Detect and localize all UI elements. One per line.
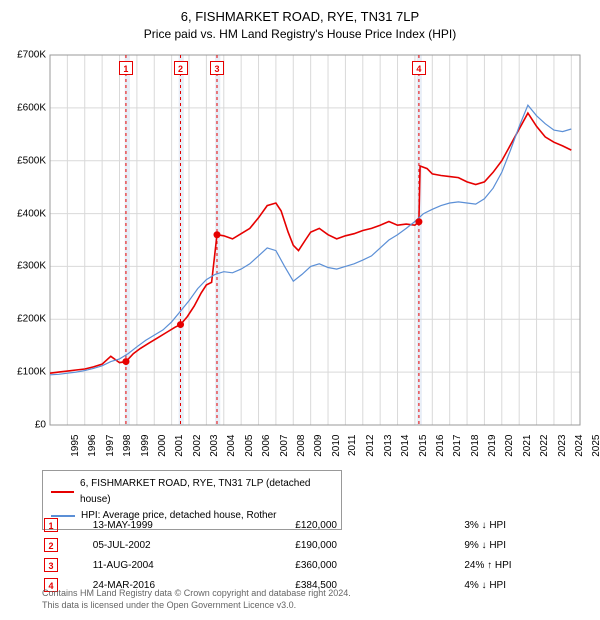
x-tick-label: 2008 bbox=[296, 435, 307, 457]
y-tick-label: £100K bbox=[17, 367, 46, 378]
x-tick-label: 2004 bbox=[226, 435, 237, 457]
x-tick-label: 2025 bbox=[591, 435, 600, 457]
x-tick-label: 2019 bbox=[487, 435, 498, 457]
sale-date: 13-MAY-1999 bbox=[93, 516, 293, 534]
sale-marker-3: 3 bbox=[210, 61, 224, 75]
x-tick-label: 2010 bbox=[330, 435, 341, 457]
chart-svg bbox=[50, 55, 580, 425]
x-tick-label: 2024 bbox=[574, 435, 585, 457]
x-tick-label: 2022 bbox=[539, 435, 550, 457]
sale-price: £120,000 bbox=[295, 516, 462, 534]
footer-line-1: Contains HM Land Registry data © Crown c… bbox=[42, 588, 351, 600]
x-tick-label: 2012 bbox=[365, 435, 376, 457]
x-tick-label: 2011 bbox=[347, 435, 358, 457]
sale-price: £360,000 bbox=[295, 556, 462, 574]
y-axis: £0£100K£200K£300K£400K£500K£600K£700K bbox=[0, 55, 48, 425]
sale-marker-box: 3 bbox=[44, 558, 58, 572]
x-tick-label: 2000 bbox=[157, 435, 168, 457]
footer-line-2: This data is licensed under the Open Gov… bbox=[42, 600, 351, 612]
sale-marker-2: 2 bbox=[174, 61, 188, 75]
sales-row: 3 11-AUG-2004£360,00024% ↑ HPI bbox=[44, 556, 560, 574]
chart-footer: Contains HM Land Registry data © Crown c… bbox=[42, 588, 351, 611]
sale-delta: 9% ↓ HPI bbox=[464, 536, 560, 554]
sale-price: £190,000 bbox=[295, 536, 462, 554]
x-tick-label: 2003 bbox=[209, 435, 220, 457]
x-tick-label: 2021 bbox=[522, 435, 533, 457]
sale-marker-box: 2 bbox=[44, 538, 58, 552]
x-tick-label: 2005 bbox=[244, 435, 255, 457]
x-axis: 1995 1996 1997 1998 1999 2000 2001 2002 2003 2004… bbox=[50, 427, 580, 467]
sales-table: 1 13-MAY-1999£120,0003% ↓ HPI 2 05-JUL-2002… bbox=[42, 514, 562, 596]
sale-date: 05-JUL-2002 bbox=[93, 536, 293, 554]
x-tick-label: 2023 bbox=[556, 435, 567, 457]
sales-row: 2 05-JUL-2002£190,0009% ↓ HPI bbox=[44, 536, 560, 554]
y-tick-label: £400K bbox=[17, 208, 46, 219]
y-tick-label: £300K bbox=[17, 261, 46, 272]
x-tick-label: 2017 bbox=[452, 435, 463, 457]
y-tick-label: £600K bbox=[17, 102, 46, 113]
legend-label: 6, FISHMARKET ROAD, RYE, TN31 7LP (detac… bbox=[80, 476, 333, 508]
x-tick-label: 1995 bbox=[70, 435, 81, 457]
y-tick-label: £0 bbox=[35, 420, 46, 431]
chart-subtitle: Price paid vs. HM Land Registry's House … bbox=[0, 26, 600, 43]
sale-date: 11-AUG-2004 bbox=[93, 556, 293, 574]
y-tick-label: £500K bbox=[17, 155, 46, 166]
chart-title-block: 6, FISHMARKET ROAD, RYE, TN31 7LP Price … bbox=[0, 0, 600, 43]
chart-title: 6, FISHMARKET ROAD, RYE, TN31 7LP bbox=[0, 8, 600, 26]
x-tick-label: 2015 bbox=[417, 435, 428, 457]
x-tick-label: 2009 bbox=[313, 435, 324, 457]
x-tick-label: 1999 bbox=[139, 435, 150, 457]
y-tick-label: £200K bbox=[17, 314, 46, 325]
x-tick-label: 2018 bbox=[469, 435, 480, 457]
chart-plot-area: 1 2 3 4 bbox=[50, 55, 580, 425]
x-tick-label: 2013 bbox=[383, 435, 394, 457]
x-tick-label: 2007 bbox=[278, 435, 289, 457]
sale-delta: 3% ↓ HPI bbox=[464, 516, 560, 534]
sale-marker-1: 1 bbox=[119, 61, 133, 75]
x-tick-label: 2020 bbox=[504, 435, 515, 457]
x-tick-label: 2016 bbox=[435, 435, 446, 457]
sale-marker-4: 4 bbox=[412, 61, 426, 75]
x-tick-label: 2002 bbox=[191, 435, 202, 457]
sale-marker-box: 1 bbox=[44, 518, 58, 532]
sale-delta: 4% ↓ HPI bbox=[464, 576, 560, 594]
x-tick-label: 2006 bbox=[261, 435, 272, 457]
chart-container: 6, FISHMARKET ROAD, RYE, TN31 7LP Price … bbox=[0, 0, 600, 620]
x-tick-label: 1997 bbox=[105, 435, 116, 457]
legend-row: 6, FISHMARKET ROAD, RYE, TN31 7LP (detac… bbox=[51, 476, 333, 508]
y-tick-label: £700K bbox=[17, 50, 46, 61]
sale-delta: 24% ↑ HPI bbox=[464, 556, 560, 574]
sales-row: 1 13-MAY-1999£120,0003% ↓ HPI bbox=[44, 516, 560, 534]
x-tick-label: 2001 bbox=[174, 435, 185, 457]
legend-swatch bbox=[51, 491, 74, 493]
x-tick-label: 2014 bbox=[400, 435, 411, 457]
x-tick-label: 1996 bbox=[87, 435, 98, 457]
x-tick-label: 1998 bbox=[122, 435, 133, 457]
